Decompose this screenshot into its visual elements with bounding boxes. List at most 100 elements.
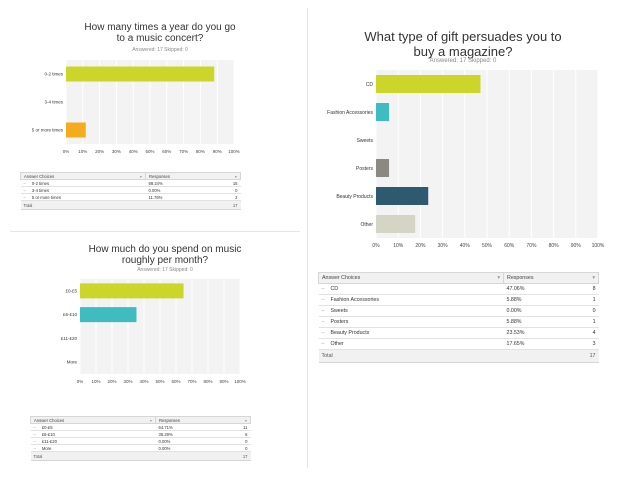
table-row: – £11-£20 0.00% 0 xyxy=(30,437,251,445)
x-tick-label: 100% xyxy=(234,379,246,384)
answer-choice-cell: – £11-£20 xyxy=(30,437,156,445)
chart-panel-gift: What type of gift persuades you to buy a… xyxy=(318,0,608,380)
table-total-row: Total 17 xyxy=(30,451,251,461)
response-percent: 0.00% xyxy=(503,305,584,317)
total-label: Total xyxy=(20,200,146,210)
responses-table: Answer Choices ▾ Responses ▾ –0-2 times 88.24… xyxy=(20,172,241,210)
chart-subtitle: Answered: 17 Skipped: 0 xyxy=(429,58,497,64)
row-dash-icon: – xyxy=(321,330,325,336)
answer-choices-header[interactable]: Answer Choices ▾ xyxy=(318,272,504,284)
table-row: – Other 17.65% 3 xyxy=(318,338,599,350)
category-label: 5 or more times xyxy=(32,128,64,133)
answer-choice-cell: – CD xyxy=(318,283,504,295)
chart-title: What type of gift persuades you to buy a… xyxy=(364,29,562,59)
responses-header[interactable]: Responses ▾ xyxy=(502,272,600,284)
x-tick-label: 80% xyxy=(196,149,205,154)
responses-table: Answer Choices ▾ Responses ▾ – £0-£5 64.71% 11–… xyxy=(30,416,251,461)
category-label: £0-£5 xyxy=(65,288,77,293)
x-tick-label: 40% xyxy=(139,379,148,384)
x-tick-label: 30% xyxy=(112,149,121,154)
bar-posters xyxy=(376,159,390,177)
response-count: 4 xyxy=(583,327,599,339)
x-tick-label: 70% xyxy=(179,149,188,154)
x-tick-label: 80% xyxy=(203,379,212,384)
x-tick-label: 20% xyxy=(415,243,426,249)
x-tick-label: 20% xyxy=(107,379,116,384)
row-dash-icon: – xyxy=(23,194,26,200)
bar-other xyxy=(376,215,416,233)
response-percent: 23.53% xyxy=(503,327,584,339)
sort-icon[interactable]: ▾ xyxy=(234,173,237,179)
response-count: 15 xyxy=(207,179,241,187)
answer-choices-header[interactable]: Answer Choices ▾ xyxy=(20,172,146,180)
category-label: Other xyxy=(360,222,373,228)
chart-subtitle: Answered: 17 Skipped: 0 xyxy=(132,47,188,53)
category-label: Fashion Accessories xyxy=(327,110,373,116)
row-dash-icon: – xyxy=(33,445,36,451)
x-tick-label: 20% xyxy=(95,149,104,154)
x-tick-label: 50% xyxy=(482,243,493,249)
table-header-row: Answer Choices ▾ Responses ▾ xyxy=(20,172,241,180)
category-label: More xyxy=(67,360,78,365)
table-row: – Posters 5.88% 1 xyxy=(318,316,599,328)
row-dash-icon: – xyxy=(321,319,325,325)
row-dash-icon: – xyxy=(321,297,325,303)
chart-subtitle: Answered: 17 Skipped: 0 xyxy=(137,267,193,273)
total-spacer xyxy=(155,451,218,461)
x-tick-label: 30% xyxy=(123,379,132,384)
answer-choice-cell: –5 or more times xyxy=(20,193,146,201)
response-count: 8 xyxy=(583,283,599,295)
chart-panel-spend: How much do you spend on music roughly p… xyxy=(30,236,300,476)
answer-choice-cell: –0-2 times xyxy=(20,179,146,187)
x-tick-label: 40% xyxy=(129,149,138,154)
sort-icon[interactable]: ▾ xyxy=(244,417,247,423)
table-row: – Sweets 0.00% 0 xyxy=(318,305,599,317)
x-tick-label: 80% xyxy=(549,243,560,249)
responses-header[interactable]: Responses ▾ xyxy=(155,416,251,424)
response-percent: 47.06% xyxy=(503,283,584,295)
total-spacer xyxy=(503,349,584,363)
chart-title: How many times a year do you go to a mus… xyxy=(84,22,236,45)
x-tick-label: 90% xyxy=(571,243,582,249)
bar-chart: 0% 10% 20% 30% 40% 50% 60% 70% 80% 90% 100% £0-£5 £6… xyxy=(61,279,246,384)
answer-choice-cell: – More xyxy=(30,444,156,452)
bar-0-2-times xyxy=(66,66,215,82)
table-row: –0-2 times 88.24% 15 xyxy=(20,179,241,187)
x-tick-label: 10% xyxy=(91,379,100,384)
bar-beauty-products xyxy=(376,187,429,205)
sort-icon[interactable]: ▾ xyxy=(139,173,142,179)
column-divider xyxy=(307,8,308,468)
sort-icon[interactable]: ▾ xyxy=(149,417,152,423)
row-dash-icon: – xyxy=(23,180,26,186)
answer-choices-header[interactable]: Answer Choices ▾ xyxy=(30,416,156,424)
x-tick-label: 60% xyxy=(162,149,171,154)
category-label: Beauty Products xyxy=(336,194,373,200)
x-tick-label: 40% xyxy=(460,243,471,249)
category-label: Sweets xyxy=(357,138,374,144)
responses-header[interactable]: Responses ▾ xyxy=(145,172,241,180)
response-count: 3 xyxy=(583,338,599,350)
response-count: 2 xyxy=(207,193,241,201)
table-row: –5 or more times 11.76% 2 xyxy=(20,193,241,201)
bar-chart: 0% 10% 20% 30% 40% 50% 60% 70% 80% 90% 100% 0-2 tim… xyxy=(32,60,240,154)
x-tick-label: 10% xyxy=(393,243,404,249)
table-row: – Beauty Products 23.53% 4 xyxy=(318,327,599,339)
total-count: 17 xyxy=(217,451,251,461)
response-percent: 17.65% xyxy=(503,338,584,350)
table-header-row: Answer Choices ▾ Responses ▾ xyxy=(318,272,600,284)
sort-icon[interactable]: ▾ xyxy=(592,275,596,281)
response-percent: 0.00% xyxy=(155,437,218,445)
answer-choice-cell: –3-4 times xyxy=(20,186,146,194)
category-label: £11-£20 xyxy=(61,336,78,341)
category-label: CD xyxy=(366,82,374,88)
sort-icon[interactable]: ▾ xyxy=(497,275,500,281)
category-label: 0-2 times xyxy=(44,72,63,77)
answer-choice-cell: – Sweets xyxy=(318,305,504,317)
chart-panel-concert: How many times a year do you go to a mus… xyxy=(20,0,300,230)
x-tick-label: 100% xyxy=(592,243,605,249)
x-tick-label: 50% xyxy=(155,379,164,384)
total-spacer xyxy=(145,200,208,210)
response-count: 0 xyxy=(583,305,599,317)
x-tick-label: 0% xyxy=(372,243,380,249)
chart-title: How much do you spend on music roughly p… xyxy=(88,244,242,267)
